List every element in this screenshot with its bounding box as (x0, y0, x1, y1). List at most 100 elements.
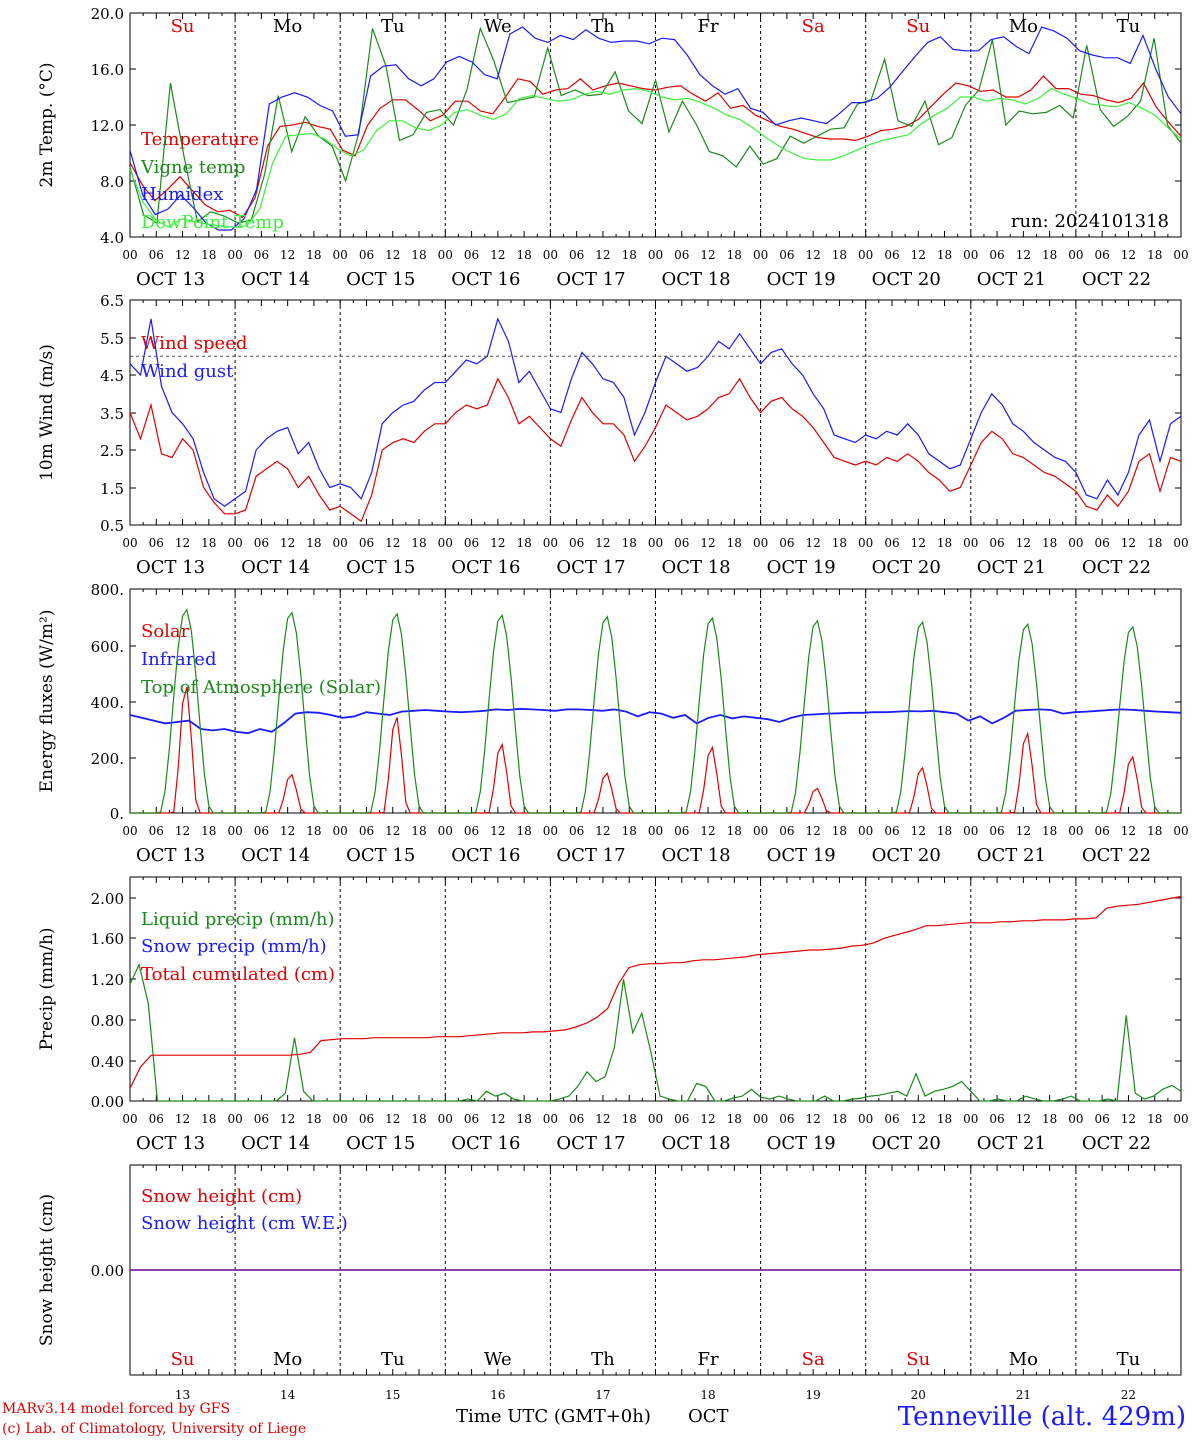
weekday-label: Sa (802, 16, 825, 37)
day-number-label: 16 (490, 1388, 505, 1402)
hour-tick-label: 18 (832, 1112, 847, 1126)
hour-tick-label: 12 (175, 248, 190, 262)
hour-tick-label: 12 (911, 248, 926, 262)
hour-tick-label: 06 (1095, 824, 1110, 838)
hour-tick-label: 00 (1068, 824, 1083, 838)
hour-tick-label: 18 (411, 248, 426, 262)
hour-tick-label: 06 (569, 536, 584, 550)
hour-tick-label: 12 (1121, 1112, 1136, 1126)
hour-tick-label: 00 (543, 248, 558, 262)
series-line-liquid-precip-mm-h- (129, 962, 1182, 1102)
hour-tick-label: 00 (333, 536, 348, 550)
hour-tick-label: 06 (254, 824, 269, 838)
series-line-top-of-atmosphere-solar- (130, 608, 1181, 814)
hour-tick-label: 12 (1121, 824, 1136, 838)
hour-tick-label: 00 (122, 536, 137, 550)
hour-tick-label: 00 (122, 248, 137, 262)
hour-tick-label: 00 (1173, 1112, 1188, 1126)
hour-tick-label: 00 (963, 1112, 978, 1126)
hour-tick-label: 18 (1042, 248, 1057, 262)
date-label: OCT 13 (136, 845, 205, 866)
hour-tick-label: 06 (884, 824, 899, 838)
hour-tick-label: 12 (280, 824, 295, 838)
hour-tick-label: 12 (700, 536, 715, 550)
hour-tick-label: 06 (569, 1112, 584, 1126)
y-tick-label: 2.00 (91, 890, 124, 908)
hour-tick-label: 12 (385, 1112, 400, 1126)
date-label: OCT 18 (661, 845, 730, 866)
series-line-total-cumulated-cm- (129, 895, 1182, 1089)
hour-tick-label: 06 (569, 248, 584, 262)
hour-tick-label: 12 (490, 1112, 505, 1126)
y-tick-label: 0.80 (91, 1012, 124, 1030)
series-line-dewpoint-temp (129, 87, 1182, 228)
date-label: OCT 19 (767, 269, 836, 290)
x-axis-title: Time UTC (GMT+0h) (456, 1406, 651, 1427)
y-tick-label: 16.0 (91, 61, 124, 79)
legend-entry: DewPoint Temp (141, 212, 284, 233)
hour-tick-label: 06 (779, 824, 794, 838)
hour-tick-label: 06 (1095, 536, 1110, 550)
hour-tick-label: 12 (385, 824, 400, 838)
hour-tick-label: 18 (411, 824, 426, 838)
hour-tick-label: 18 (1147, 536, 1162, 550)
y-tick-label: 600. (91, 638, 124, 656)
weekday-label: Tu (1117, 16, 1141, 37)
hour-tick-label: 00 (648, 1112, 663, 1126)
hour-tick-label: 12 (911, 824, 926, 838)
legend-entry: Vigne temp (140, 157, 245, 178)
weekday-label: Fr (698, 16, 719, 37)
weekday-label: Mo (273, 16, 302, 37)
hour-tick-label: 00 (858, 248, 873, 262)
hour-tick-label: 18 (1042, 536, 1057, 550)
hour-tick-label: 06 (254, 536, 269, 550)
date-label: OCT 17 (556, 1133, 625, 1154)
hour-tick-label: 00 (858, 1112, 873, 1126)
y-tick-label: 1.20 (91, 971, 124, 989)
hour-tick-label: 00 (963, 824, 978, 838)
weekday-label: We (484, 1349, 512, 1370)
hour-tick-label: 00 (963, 248, 978, 262)
panel-3: 800. 600. 400. 200. 0. Energy fluxes (W/m²) 00… (37, 581, 1189, 866)
weekday-label: Th (591, 1349, 615, 1370)
hour-tick-label: 12 (280, 248, 295, 262)
hour-tick-label: 06 (1095, 1112, 1110, 1126)
legend-entry: Snow height (cm) (141, 1186, 302, 1207)
hour-tick-label: 00 (227, 1112, 242, 1126)
hour-tick-label: 18 (201, 824, 216, 838)
legend-entry: Snow precip (mm/h) (141, 936, 327, 957)
hour-tick-label: 18 (937, 824, 952, 838)
date-label: OCT 19 (767, 1133, 836, 1154)
y-tick-label: 0. (110, 805, 124, 823)
date-label: OCT 21 (977, 1133, 1046, 1154)
hour-tick-label: 00 (1068, 1112, 1083, 1126)
hour-tick-label: 06 (674, 824, 689, 838)
hour-tick-label: 00 (438, 536, 453, 550)
date-label: OCT 22 (1082, 845, 1151, 866)
series-line-temperature (129, 75, 1182, 219)
hour-tick-label: 18 (937, 1112, 952, 1126)
weekday-label: Su (171, 1349, 195, 1370)
hour-tick-label: 00 (227, 824, 242, 838)
hour-tick-label: 06 (254, 248, 269, 262)
legend-entry: Liquid precip (mm/h) (141, 909, 335, 930)
date-label: OCT 16 (451, 1133, 520, 1154)
hour-tick-label: 18 (1042, 824, 1057, 838)
legend-entry: Wind gust (141, 361, 234, 382)
legend-entry: Total cumulated (cm) (141, 964, 335, 985)
weekday-label: Sa (802, 1349, 825, 1370)
y-tick-label: 5.5 (100, 330, 124, 348)
hour-tick-label: 12 (806, 248, 821, 262)
y-axis-title: Snow height (cm) (37, 1194, 57, 1346)
hour-tick-label: 18 (727, 1112, 742, 1126)
date-label: OCT 15 (346, 1133, 415, 1154)
hour-tick-label: 00 (648, 824, 663, 838)
hour-tick-label: 06 (884, 248, 899, 262)
hour-tick-label: 00 (753, 536, 768, 550)
panel-4: 2.00 1.60 1.20 0.80 0.40 0.00 Precip (mm/h) 00 0… (37, 876, 1189, 1154)
panel-1: 20.0 16.0 12.0 8.0 4.0 2m Temp. (°C) 00 06 12 18 O… (37, 5, 1189, 290)
y-tick-label: 1.5 (100, 480, 124, 498)
date-label: OCT 18 (661, 269, 730, 290)
date-label: OCT 15 (346, 845, 415, 866)
